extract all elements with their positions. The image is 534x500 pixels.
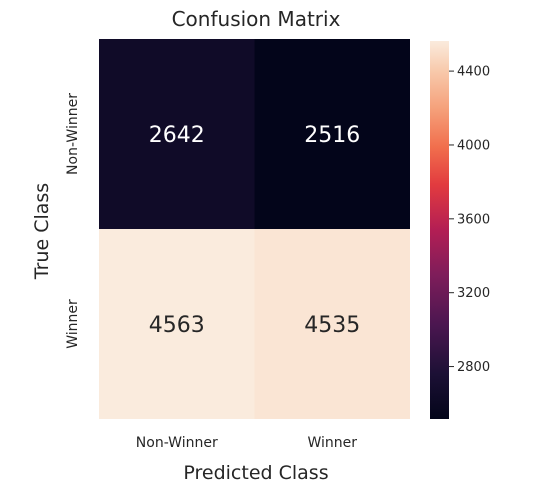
x-tick-label: Winner bbox=[307, 435, 357, 451]
cell-value-label: 2642 bbox=[149, 123, 205, 148]
colorbar-tick-label: 4400 bbox=[457, 65, 490, 80]
colorbar-gradient bbox=[430, 41, 449, 419]
colorbar: 2800 3200 3600 4000 4400 bbox=[430, 41, 490, 419]
cell-value-label: 4535 bbox=[304, 313, 360, 338]
chart-title: Confusion Matrix bbox=[172, 7, 341, 31]
x-tick-label: Non-Winner bbox=[136, 435, 218, 451]
heatmap-cell bbox=[99, 229, 255, 419]
heatmap-cell bbox=[254, 229, 410, 419]
heatmap-cell bbox=[254, 39, 410, 229]
x-axis-label: Predicted Class bbox=[183, 462, 328, 484]
cell-value-label: 2516 bbox=[304, 123, 360, 148]
heatmap-cell bbox=[99, 39, 255, 229]
cell-value-label: 4563 bbox=[149, 313, 205, 338]
colorbar-ticks: 2800 3200 3600 4000 4400 bbox=[449, 65, 490, 375]
heatmap-cells: 2642 2516 4563 4535 bbox=[99, 39, 410, 419]
x-axis-ticks: Non-Winner Winner bbox=[136, 435, 357, 451]
y-axis-label: True Class bbox=[31, 183, 53, 280]
y-axis-ticks: Non-Winner Winner bbox=[65, 93, 81, 349]
colorbar-tick-label: 4000 bbox=[457, 138, 490, 153]
colorbar-tick-label: 3600 bbox=[457, 212, 490, 227]
y-tick-label: Winner bbox=[65, 299, 81, 349]
colorbar-tick-label: 3200 bbox=[457, 286, 490, 301]
colorbar-tick-label: 2800 bbox=[457, 360, 490, 375]
y-tick-label: Non-Winner bbox=[65, 93, 81, 175]
